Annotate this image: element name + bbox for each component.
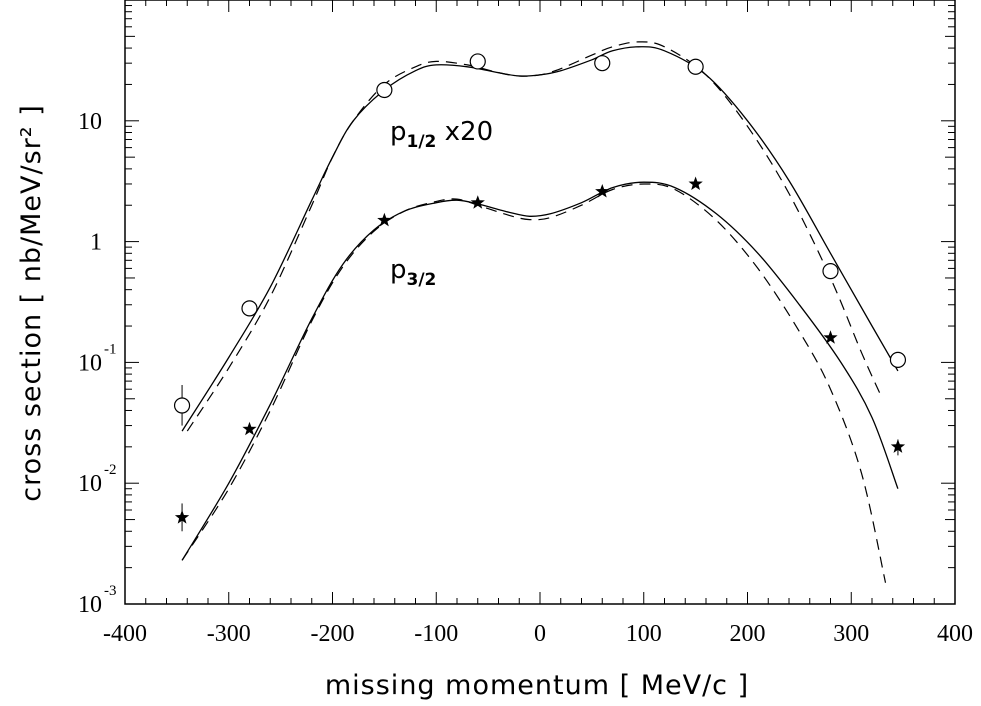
- p12-data-point: [469, 53, 486, 70]
- p32-data-point: [688, 176, 703, 190]
- y-axis-title: cross section [ nb/MeV/sr² ]: [16, 104, 47, 501]
- p32-data-point: [595, 184, 610, 198]
- p32-data-point: [823, 330, 838, 344]
- p32-fit-solid-line: [181, 181, 899, 561]
- p12-data-point: [173, 397, 191, 414]
- p32-data-point: [890, 439, 906, 453]
- p32-label-main: p: [390, 255, 407, 285]
- x-tick-label: 300: [833, 621, 869, 647]
- y-tick-label: 10: [78, 109, 102, 135]
- x-tick-label: 200: [730, 621, 766, 647]
- data-markers: [173, 53, 907, 532]
- x-tick-label: -200: [311, 621, 355, 647]
- p32-label-subscript: 3/2: [407, 270, 437, 290]
- p12-label-suffix: x20: [436, 117, 493, 147]
- p12-label-subscript: 1/2: [407, 132, 437, 152]
- y-tick-label: 10: [78, 592, 102, 618]
- plot-axes: -400 -300 -200 -100 0 100 200 300 40010-310-210-…: [78, 0, 973, 647]
- p32-series-label: p3/2: [390, 255, 436, 290]
- p12-data-point: [822, 262, 839, 280]
- y-tick-exponent: -1: [104, 341, 117, 357]
- y-tick-exponent: -2: [104, 462, 117, 478]
- p12-data-point: [889, 351, 907, 368]
- p12-data-point: [376, 81, 393, 99]
- p12-fit-dashed-line: [186, 41, 883, 432]
- x-tick-label: -300: [207, 621, 251, 647]
- y-tick-exponent: -3: [104, 583, 117, 599]
- x-axis-title: missing momentum [ MeV/c ]: [325, 670, 749, 701]
- p12-data-point: [594, 55, 611, 72]
- fit-curves: [181, 41, 899, 583]
- p32-fit-dashed-line: [181, 183, 887, 583]
- p32-data-point: [377, 212, 392, 227]
- p12-series-label: p1/2 x20: [390, 117, 493, 152]
- p12-data-point: [687, 58, 704, 75]
- x-tick-label: 0: [534, 621, 546, 647]
- p12-data-point: [241, 300, 258, 317]
- x-tick-label: -100: [414, 621, 458, 647]
- p12-fit-solid-line: [181, 46, 899, 432]
- p32-data-point: [470, 195, 485, 209]
- x-tick-label: 400: [937, 621, 973, 647]
- p32-data-point: [174, 510, 190, 524]
- x-tick-label: 100: [626, 621, 662, 647]
- p32-data-point: [242, 421, 257, 436]
- x-tick-label: -400: [103, 621, 147, 647]
- p12-label-main: p: [390, 117, 407, 147]
- y-tick-label: 10: [78, 350, 102, 376]
- y-tick-label: 10: [78, 471, 102, 497]
- y-tick-label: 1: [90, 230, 102, 256]
